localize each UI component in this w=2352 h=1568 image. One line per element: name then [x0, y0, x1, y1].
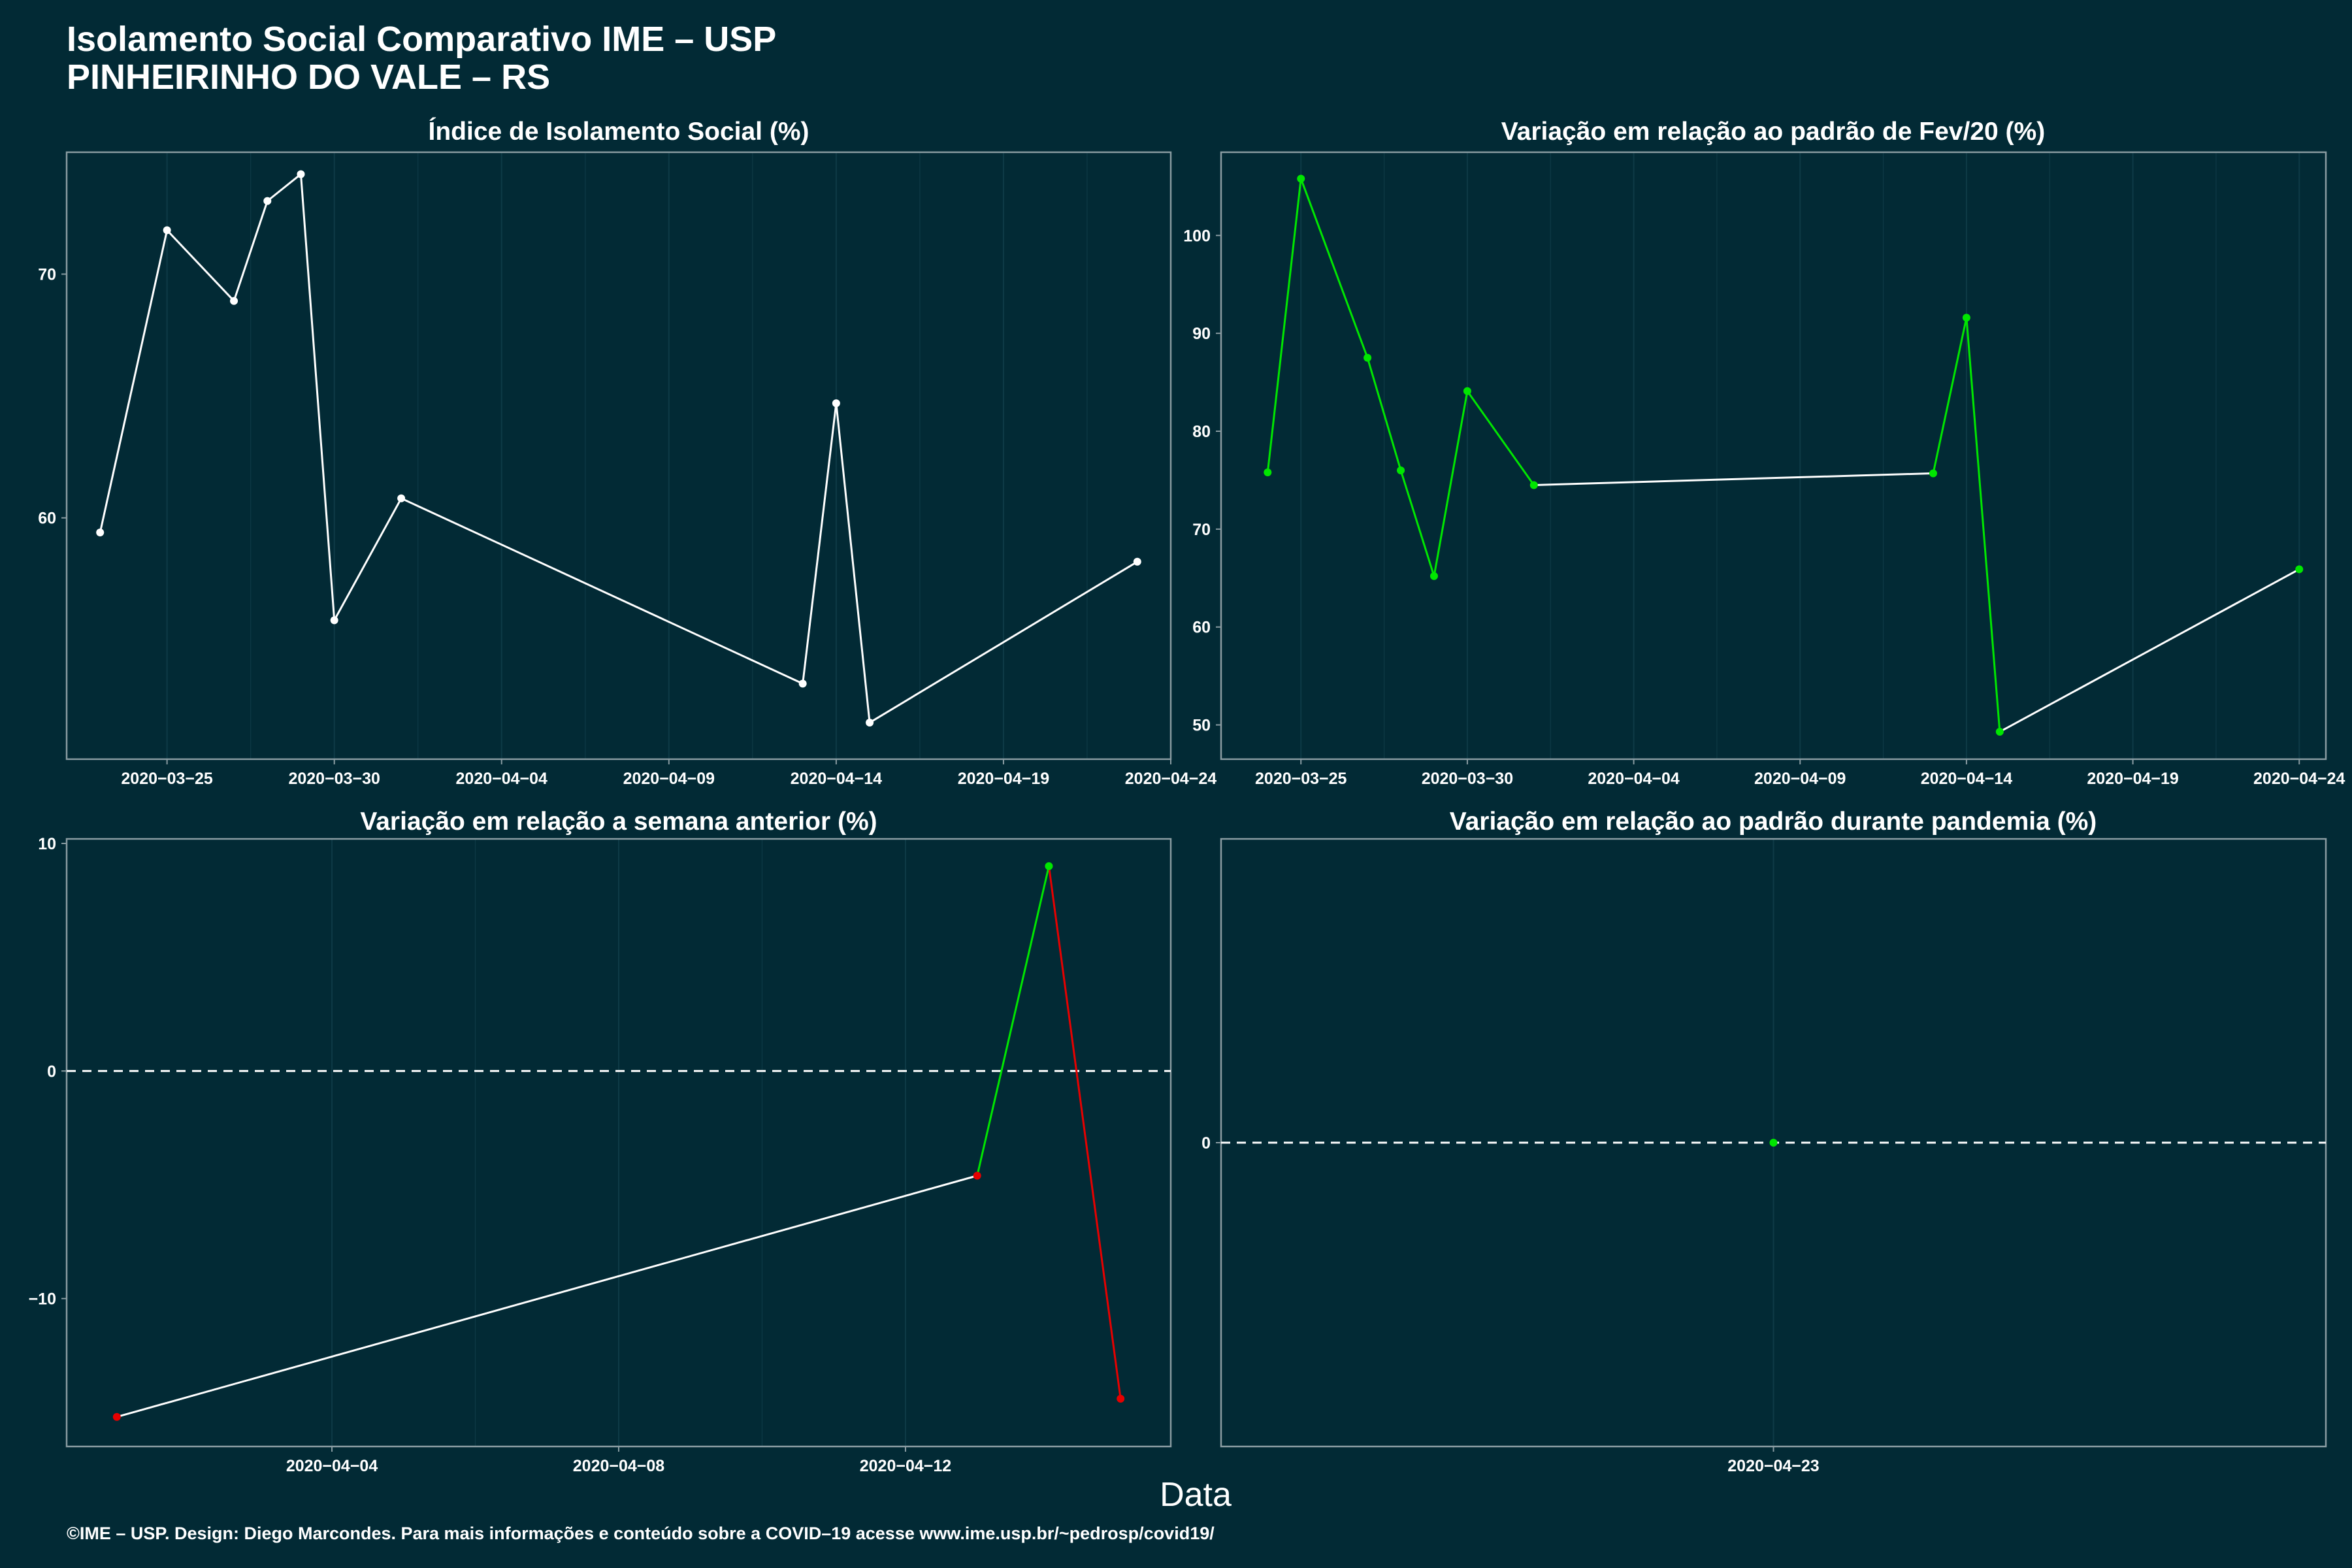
x-tick-label: 2020−04−08 — [573, 1457, 665, 1475]
series-segment — [267, 173, 302, 202]
series-segment — [1366, 357, 1402, 471]
x-tick-label: 2020−04−14 — [791, 770, 883, 788]
x-tick-label: 2020−04−04 — [286, 1457, 378, 1475]
panel-title: Índice de Isolamento Social (%) — [429, 117, 809, 146]
x-tick-label: 2020−04−04 — [1588, 770, 1680, 788]
data-point — [397, 494, 406, 502]
x-tick-label: 2020−04−19 — [2087, 770, 2178, 788]
x-tick-label: 2020−04−14 — [1921, 770, 2013, 788]
x-tick-label: 2020−03−30 — [1422, 770, 1513, 788]
series-segment — [869, 561, 1138, 724]
data-point — [1117, 1394, 1125, 1403]
figure-title: Isolamento Social Comparativo IME – USP — [67, 20, 776, 59]
y-tick-label: 10 — [38, 835, 56, 853]
panel-title: Variação em relação ao padrão de Fev/20 … — [1501, 118, 2045, 146]
y-tick-label: 60 — [1192, 619, 1211, 637]
series-segment — [1533, 472, 1934, 486]
plot-frame — [1220, 151, 2327, 760]
chart-variation-previous-week: Variação em relação a semana anterior (%… — [29, 808, 1172, 1475]
footer-caption: ©IME – USP. Design: Diego Marcondes. Par… — [67, 1524, 1215, 1543]
data-point — [330, 616, 338, 625]
x-tick-label: 2020−04−09 — [1754, 770, 1846, 788]
data-point — [1463, 387, 1471, 395]
y-tick-label: 70 — [38, 266, 56, 284]
series-segment — [802, 403, 838, 684]
series-segment — [1047, 866, 1122, 1399]
series-segment — [299, 174, 336, 621]
x-tick-label: 2020−04−24 — [1125, 770, 1217, 788]
series-segment — [333, 498, 402, 621]
data-point — [973, 1171, 981, 1180]
data-point — [112, 1413, 121, 1421]
chart-variation-pandemic-pattern: Variação em relação ao padrão durante pa… — [1201, 808, 2327, 1475]
data-point — [1045, 862, 1053, 870]
data-point — [96, 529, 105, 537]
y-tick-label: 60 — [38, 510, 56, 528]
data-point — [1264, 468, 1272, 476]
data-point — [1297, 174, 1305, 183]
data-point — [798, 679, 807, 688]
x-tick-label: 2020−03−25 — [121, 770, 213, 788]
series-segment — [400, 497, 804, 685]
x-tick-label: 2020−04−23 — [1727, 1457, 1819, 1475]
series-segment — [166, 229, 235, 302]
data-point — [832, 399, 840, 408]
data-point — [2295, 565, 2304, 574]
chart-isolation-index: Índice de Isolamento Social (%) 60 70 2020… — [38, 117, 1217, 788]
y-tick-label: 100 — [1183, 227, 1211, 245]
y-tick-label: 0 — [1201, 1134, 1211, 1152]
series-segment — [835, 403, 871, 723]
data-point — [1397, 466, 1405, 474]
series-segment — [1466, 390, 1535, 486]
data-point — [1929, 469, 1937, 478]
data-point — [1429, 572, 1438, 580]
y-tick-label: 50 — [1192, 717, 1211, 735]
series-segment — [976, 866, 1050, 1176]
panel-title: Variação em relação a semana anterior (%… — [360, 808, 877, 836]
data-point — [1995, 728, 2004, 736]
x-tick-label: 2020−04−12 — [860, 1457, 951, 1475]
plot-frame — [65, 151, 1172, 760]
series-segment — [1399, 470, 1435, 577]
x-tick-label: 2020−03−30 — [288, 770, 380, 788]
y-tick-label: 0 — [47, 1062, 56, 1081]
y-tick-label: −10 — [29, 1290, 56, 1309]
series-segment — [1433, 391, 1469, 577]
x-tick-label: 2020−04−09 — [623, 770, 715, 788]
data-point — [1962, 314, 1970, 322]
figure-subtitle: PINHEIRINHO DO VALE – RS — [67, 57, 550, 97]
chart-variation-feb20: Variação em relação ao padrão de Fev/20 … — [1183, 118, 2345, 788]
data-point — [297, 170, 305, 178]
series-segment — [1965, 318, 2001, 732]
series-segment — [1266, 178, 1302, 473]
series-segment — [233, 201, 269, 302]
data-point — [230, 297, 238, 305]
data-point — [1364, 353, 1372, 362]
y-tick-label: 80 — [1192, 423, 1211, 441]
data-point — [866, 719, 874, 727]
y-tick-label: 70 — [1192, 521, 1211, 539]
data-point — [1133, 557, 1141, 566]
data-point — [1769, 1139, 1778, 1147]
y-tick-label: 90 — [1192, 325, 1211, 343]
x-tick-label: 2020−04−04 — [456, 770, 548, 788]
series-segment — [1999, 568, 2300, 733]
x-tick-label: 2020−04−19 — [958, 770, 1049, 788]
panel-title: Variação em relação ao padrão durante pa… — [1450, 808, 2097, 836]
x-axis-label: Data — [1160, 1476, 1232, 1514]
series-segment — [99, 230, 169, 533]
series-segment — [1299, 178, 1369, 359]
data-point — [163, 226, 171, 235]
series-segment — [1932, 317, 1968, 474]
series-segment — [116, 1175, 978, 1418]
data-point — [263, 197, 272, 205]
x-tick-label: 2020−04−24 — [2253, 770, 2345, 788]
data-point — [1529, 481, 1538, 489]
x-tick-label: 2020−03−25 — [1255, 770, 1347, 788]
